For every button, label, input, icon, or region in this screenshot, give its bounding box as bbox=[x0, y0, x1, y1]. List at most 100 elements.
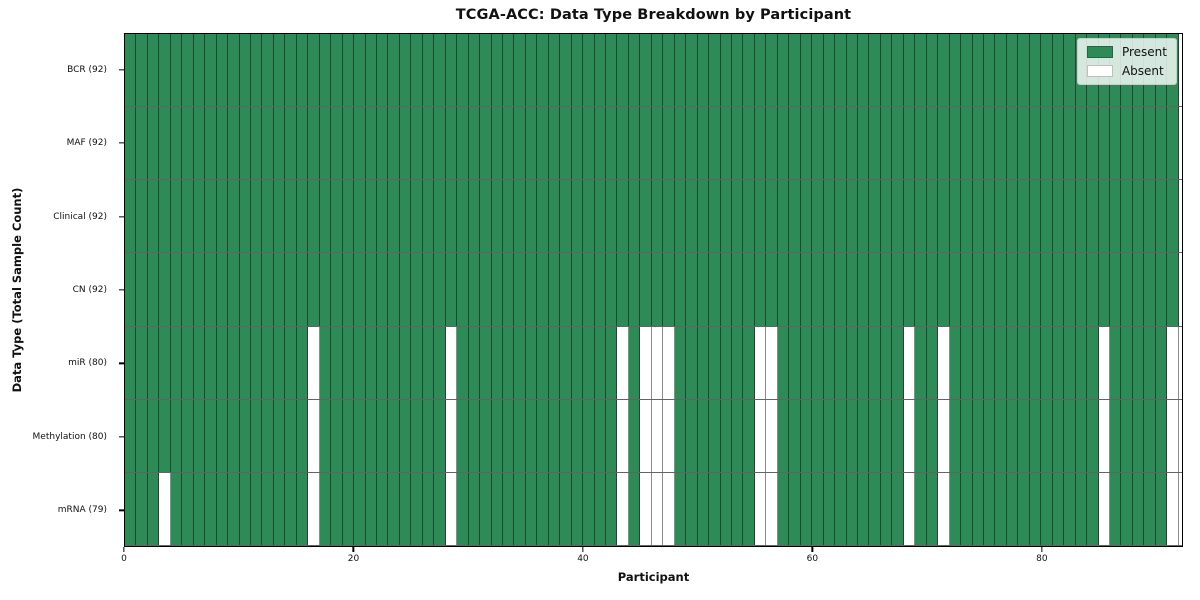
matrix-cell-present bbox=[365, 34, 377, 107]
matrix-cell-present bbox=[422, 180, 435, 253]
matrix-cell-present bbox=[1006, 399, 1019, 472]
matrix-cell-present bbox=[216, 326, 229, 399]
matrix-cell-present bbox=[972, 107, 984, 180]
matrix-cell-present bbox=[342, 253, 355, 326]
matrix-cell-present bbox=[1087, 253, 1099, 326]
matrix-cell-present bbox=[1018, 253, 1030, 326]
matrix-cell-present bbox=[296, 107, 309, 180]
matrix-cell-present bbox=[835, 326, 847, 399]
matrix-cell-present bbox=[193, 34, 206, 107]
matrix-cell-present bbox=[1006, 326, 1019, 399]
matrix-cell-present bbox=[182, 472, 194, 545]
matrix-cell-absent bbox=[1167, 472, 1179, 545]
matrix-cell-present bbox=[250, 107, 263, 180]
matrix-cell-present bbox=[285, 253, 297, 326]
matrix-cell-present bbox=[835, 34, 847, 107]
matrix-cell-present bbox=[571, 326, 584, 399]
matrix-cell-present bbox=[628, 34, 641, 107]
matrix-cell-present bbox=[147, 253, 160, 326]
matrix-cell-present bbox=[1144, 399, 1156, 472]
matrix-row-band bbox=[125, 34, 1179, 107]
matrix-cell-present bbox=[193, 326, 206, 399]
matrix-cell-present bbox=[457, 399, 469, 472]
matrix-cell-present bbox=[468, 253, 481, 326]
matrix-cell-present bbox=[1041, 34, 1053, 107]
matrix-cell-present bbox=[411, 326, 423, 399]
matrix-cell-present bbox=[205, 253, 217, 326]
matrix-cell-present bbox=[949, 180, 962, 253]
matrix-cell-present bbox=[125, 180, 137, 253]
matrix-cell-present bbox=[354, 399, 366, 472]
matrix-cell-present bbox=[125, 253, 137, 326]
matrix-cell-present bbox=[720, 399, 733, 472]
matrix-cell-absent bbox=[640, 472, 652, 545]
matrix-cell-absent bbox=[1167, 326, 1179, 399]
matrix-cell-present bbox=[1121, 472, 1133, 545]
matrix-cell-present bbox=[583, 253, 595, 326]
matrix-cell-present bbox=[457, 326, 469, 399]
matrix-cell-present bbox=[651, 107, 664, 180]
matrix-cell-present bbox=[239, 253, 251, 326]
matrix-cell-present bbox=[1121, 180, 1133, 253]
matrix-cell-absent bbox=[903, 399, 916, 472]
matrix-row-band bbox=[125, 399, 1179, 472]
matrix-cell-present bbox=[892, 180, 904, 253]
matrix-cell-present bbox=[720, 472, 733, 545]
matrix-cell-present bbox=[136, 180, 148, 253]
matrix-cell-present bbox=[525, 472, 538, 545]
matrix-cell-present bbox=[262, 107, 274, 180]
matrix-cell-present bbox=[1029, 472, 1042, 545]
matrix-cell-present bbox=[961, 253, 973, 326]
legend-item-absent: Absent bbox=[1086, 64, 1167, 78]
matrix-cell-present bbox=[823, 34, 836, 107]
matrix-cell-present bbox=[961, 472, 973, 545]
matrix-cell-present bbox=[136, 107, 148, 180]
matrix-cell-present bbox=[674, 472, 687, 545]
matrix-cell-present bbox=[125, 472, 137, 545]
matrix-cell-present bbox=[502, 253, 515, 326]
matrix-cell-present bbox=[915, 399, 927, 472]
matrix-row bbox=[125, 326, 1182, 400]
matrix-cell-present bbox=[926, 107, 939, 180]
matrix-cell-present bbox=[537, 472, 549, 545]
matrix-cell-present bbox=[376, 472, 389, 545]
matrix-cell-present bbox=[525, 34, 538, 107]
matrix-cell-present bbox=[125, 399, 137, 472]
matrix-cell-present bbox=[308, 34, 320, 107]
matrix-cell-present bbox=[892, 253, 904, 326]
matrix-cell-present bbox=[262, 180, 274, 253]
matrix-cell-present bbox=[411, 34, 423, 107]
matrix-cell-absent bbox=[640, 399, 652, 472]
matrix-cell-present bbox=[296, 253, 309, 326]
matrix-cell-present bbox=[995, 472, 1007, 545]
matrix-cell-present bbox=[411, 180, 423, 253]
matrix-cell-present bbox=[480, 472, 492, 545]
matrix-cell-present bbox=[434, 253, 446, 326]
matrix-cell-present bbox=[732, 180, 744, 253]
matrix-cell-present bbox=[686, 34, 698, 107]
matrix-cell-present bbox=[1121, 253, 1133, 326]
matrix-cell-present bbox=[686, 180, 698, 253]
y-tick-label: Clinical (92) bbox=[53, 211, 107, 222]
matrix-cell-present bbox=[376, 180, 389, 253]
matrix-cell-present bbox=[514, 399, 526, 472]
matrix-cell-present bbox=[617, 253, 629, 326]
matrix-cell-present bbox=[1018, 399, 1030, 472]
matrix-cell-present bbox=[548, 253, 561, 326]
chart-title: TCGA-ACC: Data Type Breakdown by Partici… bbox=[455, 7, 852, 23]
matrix-cell-present bbox=[399, 34, 412, 107]
matrix-cell-present bbox=[858, 180, 870, 253]
matrix-cell-present bbox=[777, 326, 790, 399]
matrix-cell-present bbox=[560, 180, 572, 253]
x-tick-mark bbox=[123, 547, 125, 552]
matrix-cell-present bbox=[457, 253, 469, 326]
matrix-cell-absent bbox=[308, 472, 320, 545]
matrix-cell-present bbox=[938, 180, 950, 253]
matrix-cell-absent bbox=[663, 326, 675, 399]
matrix-cell-present bbox=[628, 253, 641, 326]
matrix-cell-present bbox=[995, 107, 1007, 180]
matrix-cell-present bbox=[170, 34, 183, 107]
matrix-cell-present bbox=[228, 472, 240, 545]
matrix-cell-present bbox=[1006, 472, 1019, 545]
matrix-cell-present bbox=[972, 399, 984, 472]
